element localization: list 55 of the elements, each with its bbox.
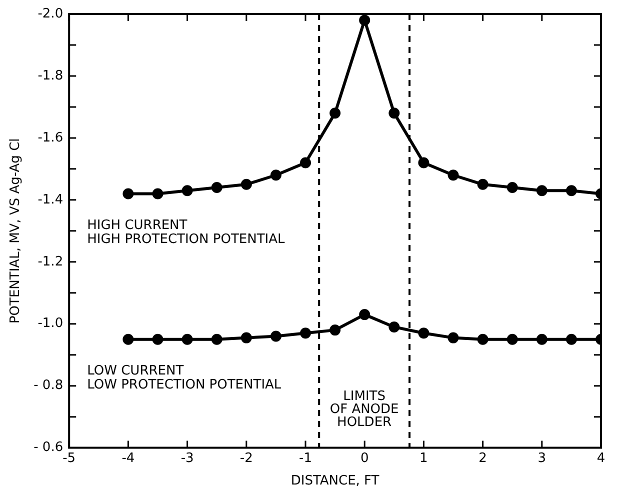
y-tick-label: -2.0 [38,6,64,22]
point [448,170,459,181]
x-tick-label: -4 [122,450,135,466]
x-tick-label: 0 [360,450,369,466]
point [270,170,282,181]
point [388,108,400,119]
point [240,178,252,190]
point [270,330,282,342]
point [388,321,400,332]
x-tick-label: -2 [240,450,253,466]
y-tick-label: - 0.8 [34,378,64,394]
y-tick-label: -1.8 [38,68,64,84]
point [477,178,488,190]
point [359,309,370,320]
point [566,185,577,196]
point [506,182,518,194]
point [122,188,134,200]
point [300,157,311,168]
point [182,334,193,345]
point [330,108,341,119]
point [566,334,577,345]
point [152,188,164,200]
x-tick-label: -1 [299,450,312,466]
x-tick-label: 4 [596,450,606,466]
point [536,185,548,196]
x-tick-label: -5 [62,450,76,466]
point [211,182,222,194]
point [418,157,430,168]
text: HIGH CURRENT HIGH PROTECTION POTENTIAL [87,218,286,248]
point [359,14,370,26]
y-tick-label: -1.2 [38,254,64,270]
point [477,334,488,345]
x-axis-title: DISTANCE, FT [290,474,380,489]
point [211,334,222,345]
point [536,334,548,345]
x-tick-label: 3 [538,450,546,466]
point [182,185,193,196]
y-tick-label: - 0.6 [34,440,64,456]
y-tick-label: -1.4 [38,192,64,208]
point [418,328,430,339]
y-axis-title: POTENTIAL, MV, VS Ag-Ag Cl [8,138,24,324]
point [152,334,164,345]
point [122,334,134,345]
x-tick-label: -3 [180,450,194,466]
y-tick-label: -1.0 [38,316,64,332]
point [506,334,518,345]
point [448,332,459,344]
series-label: LOW CURRENT LOW PROTECTION POTENTIAL [87,364,282,393]
y-tick-label: -1.6 [38,130,64,146]
x-tick-label: 1 [420,450,428,466]
annotation: LIMITS OF ANODE HOLDER [330,389,399,430]
x-tick-label: 2 [478,450,487,466]
point [330,324,341,336]
point [300,328,311,339]
point [240,332,252,344]
